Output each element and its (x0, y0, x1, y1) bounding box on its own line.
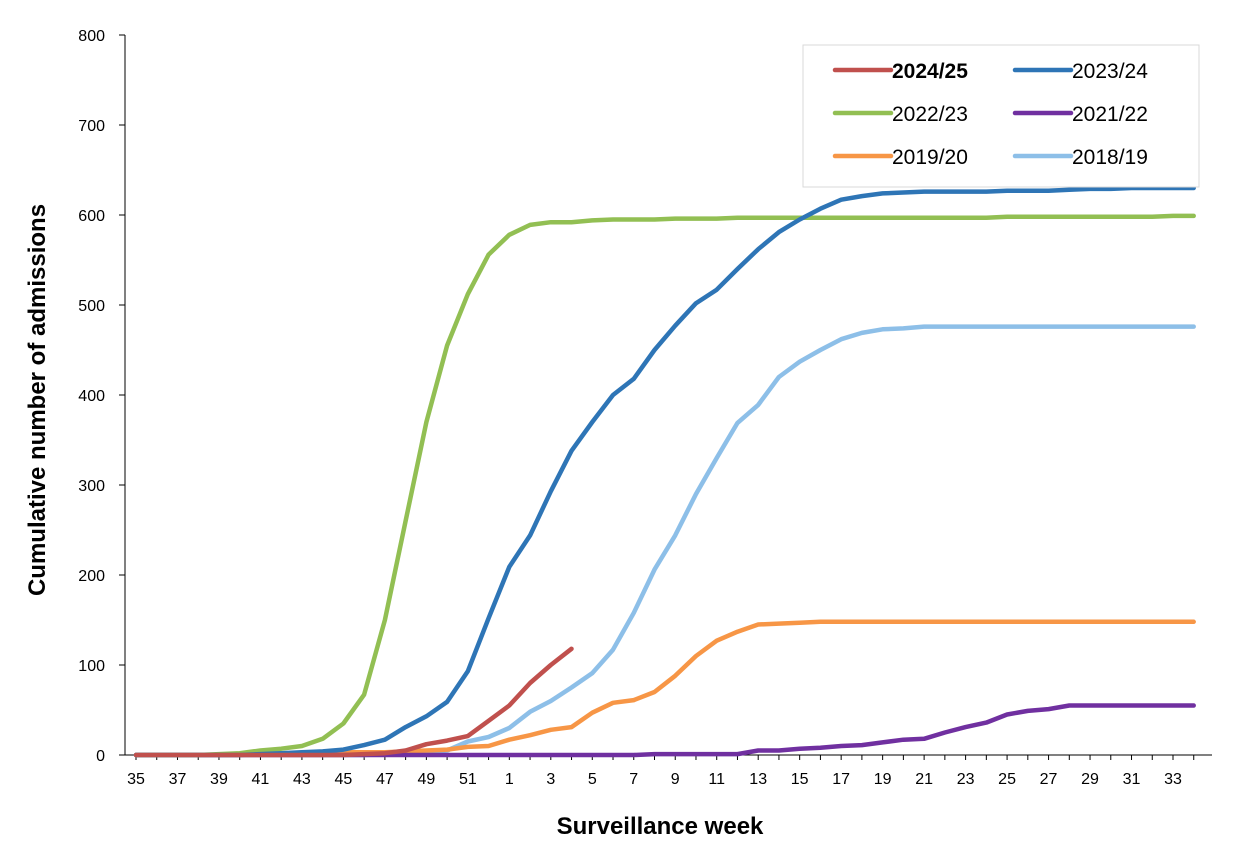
x-tick-label: 7 (629, 771, 638, 788)
x-tick-label: 29 (1081, 771, 1099, 788)
x-tick-label: 17 (832, 771, 850, 788)
x-tick-label: 11 (708, 771, 725, 788)
series-line-2023-24 (133, 185, 1196, 758)
x-tick-label: 33 (1164, 771, 1182, 788)
x-tick-label: 1 (505, 771, 514, 788)
x-tick-label: 15 (791, 771, 809, 788)
legend-label: 2022/23 (892, 103, 968, 126)
x-tick-label: 47 (376, 771, 394, 788)
y-tick-label: 500 (78, 298, 105, 315)
x-tick-label: 41 (252, 771, 270, 788)
x-tick-label: 23 (957, 771, 975, 788)
legend-label: 2021/22 (1072, 103, 1148, 126)
x-tick-label: 31 (1123, 771, 1141, 788)
x-tick-label: 3 (546, 771, 555, 788)
series-line-2018-19 (133, 324, 1196, 758)
x-tick-label: 39 (210, 771, 228, 788)
x-tick-label: 35 (127, 771, 145, 788)
x-tick-label: 19 (874, 771, 892, 788)
x-axis-title: Surveillance week (557, 813, 764, 840)
series-line-2024-25 (133, 646, 574, 758)
y-tick-label: 800 (78, 28, 105, 45)
x-tick-label: 9 (671, 771, 680, 788)
y-axis-title: Cumulative number of admissions (24, 204, 51, 596)
legend-label: 2023/24 (1072, 60, 1148, 83)
x-tick-label: 43 (293, 771, 311, 788)
series-layer (133, 185, 1196, 758)
series-line-2022-23 (133, 213, 1196, 758)
series-line-2019-20 (133, 619, 1196, 758)
x-tick-label: 25 (998, 771, 1016, 788)
legend-label: 2024/25 (892, 60, 968, 83)
x-tick-label: 49 (417, 771, 435, 788)
y-axis-ticks: 0 100 200 300 400 500 600 700 800 (78, 28, 125, 765)
y-tick-label: 100 (78, 658, 105, 675)
x-tick-label: 51 (459, 771, 477, 788)
y-tick-label: 400 (78, 388, 105, 405)
x-tick-label: 13 (749, 771, 767, 788)
y-tick-label: 200 (78, 568, 105, 585)
y-tick-label: 300 (78, 478, 105, 495)
y-tick-label: 0 (96, 748, 105, 765)
x-tick-label: 45 (335, 771, 353, 788)
legend-label: 2018/19 (1072, 146, 1148, 169)
y-tick-label: 600 (78, 208, 105, 225)
x-tick-label: 5 (588, 771, 597, 788)
x-tick-label: 27 (1040, 771, 1058, 788)
x-tick-label: 21 (915, 771, 933, 788)
legend: 2024/25 2023/24 2022/23 2021/22 2019/20 2018/… (802, 44, 1200, 188)
legend-label: 2019/20 (892, 146, 968, 169)
x-tick-label: 37 (169, 771, 187, 788)
x-axis-ticks: 35 37 39 41 43 45 47 49 51 1 3 5 7 9 11 13 15 17 19 21 23 25 2… (127, 755, 1195, 788)
y-tick-label: 700 (78, 118, 105, 135)
